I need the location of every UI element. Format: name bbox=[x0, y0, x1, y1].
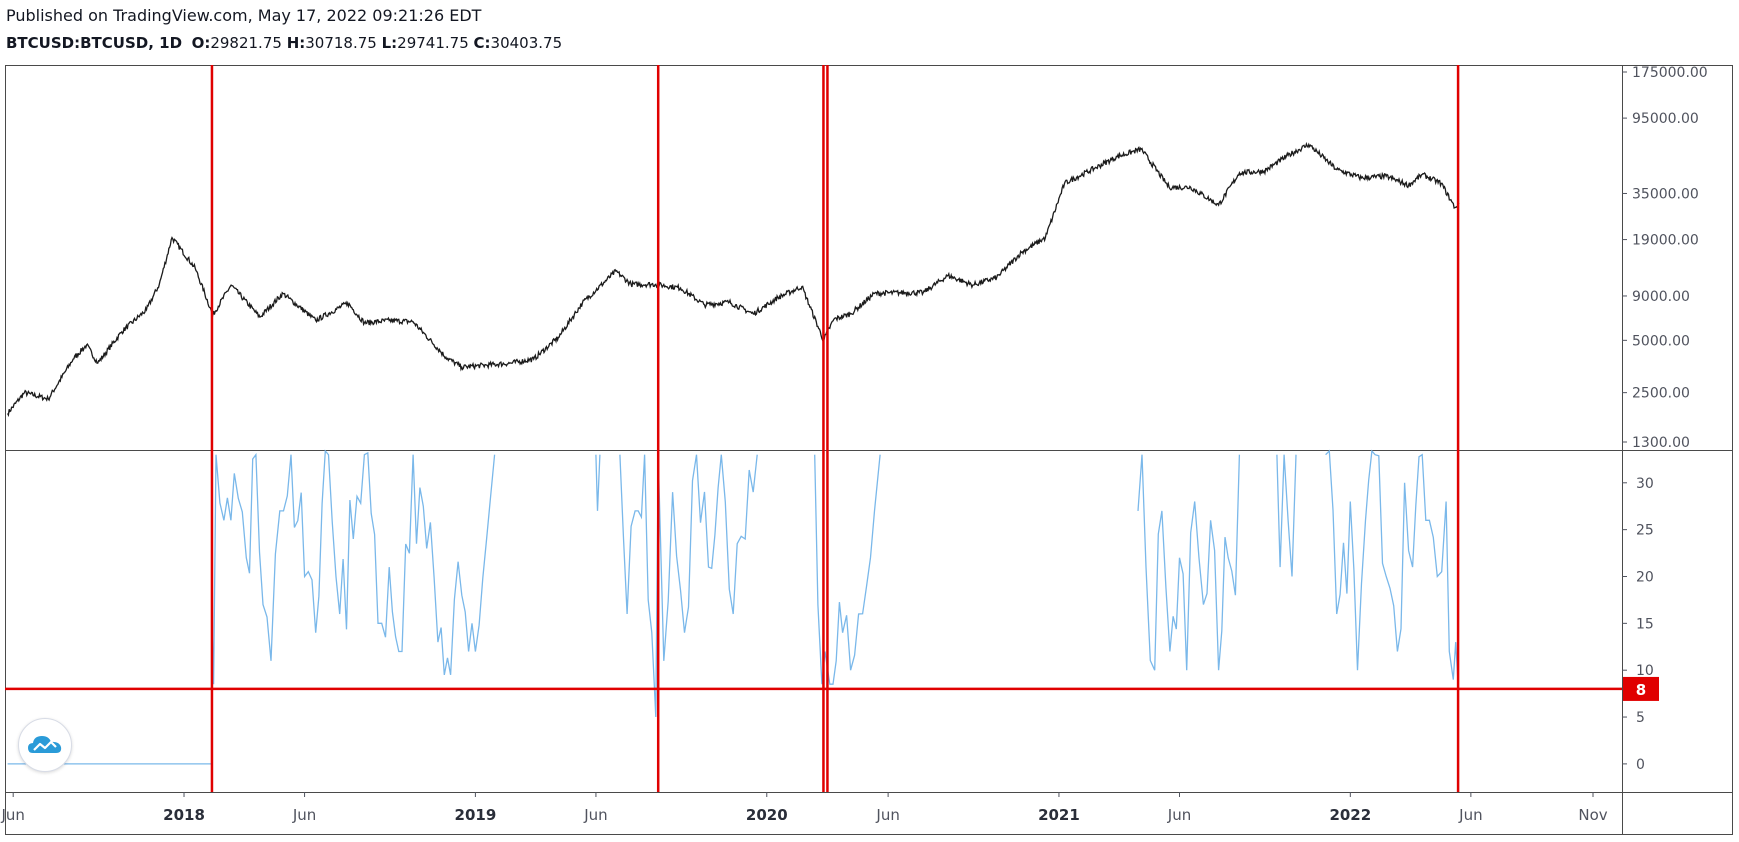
open-value: 29821.75 bbox=[210, 34, 282, 52]
indicator-series-line bbox=[619, 454, 758, 718]
time-axis-label: Jun bbox=[0, 806, 24, 824]
publish-info: Published on TradingView.com, May 17, 20… bbox=[6, 6, 482, 25]
level-badge-label: 8 bbox=[1636, 681, 1646, 699]
price-axis-label: 175000.00 bbox=[1632, 65, 1708, 81]
indicator-series-line bbox=[595, 454, 601, 511]
time-axis-label: Jun bbox=[292, 806, 316, 824]
indicator-axis-label: 5 bbox=[1636, 710, 1645, 726]
high-value: 30718.75 bbox=[305, 34, 377, 52]
price-axis-label: 9000.00 bbox=[1632, 289, 1690, 305]
indicator-series-line bbox=[211, 449, 496, 685]
time-axis-label: Jun bbox=[583, 806, 607, 824]
time-axis-label: Nov bbox=[1578, 806, 1607, 824]
low-label: L: bbox=[381, 34, 398, 52]
level-badge bbox=[1623, 676, 1659, 701]
open-label: O: bbox=[191, 34, 211, 52]
indicator-series-line bbox=[1325, 449, 1459, 685]
low-value: 29741.75 bbox=[397, 34, 469, 52]
indicator-series-line bbox=[1276, 454, 1297, 577]
time-axis-label: 2021 bbox=[1038, 806, 1080, 824]
time-axis-label: Jun bbox=[1167, 806, 1191, 824]
tradingview-cloud-icon bbox=[28, 736, 62, 753]
close-value: 30403.75 bbox=[490, 34, 563, 52]
high-label: H: bbox=[286, 34, 306, 52]
price-axis-label: 35000.00 bbox=[1632, 186, 1699, 202]
indicator-axis-label: 30 bbox=[1636, 476, 1654, 492]
indicator-axis-label: 0 bbox=[1636, 757, 1645, 773]
tradingview-logo[interactable] bbox=[18, 718, 72, 772]
price-axis-label: 5000.00 bbox=[1632, 333, 1690, 349]
indicator-axis-label: 10 bbox=[1636, 663, 1654, 679]
time-axis-label: 2020 bbox=[746, 806, 788, 824]
symbol-label: BTCUSD:BTCUSD, 1D bbox=[6, 34, 183, 52]
price-series-line bbox=[7, 141, 1460, 418]
price-axis-label: 95000.00 bbox=[1632, 111, 1699, 127]
time-axis-label: Jun bbox=[1458, 806, 1482, 824]
ohlc-legend: BTCUSD:BTCUSD, 1D O:29821.75 H:30718.75 … bbox=[6, 34, 562, 52]
time-axis-label: 2018 bbox=[163, 806, 205, 824]
price-axis-label: 1300.00 bbox=[1632, 435, 1690, 451]
close-label: C: bbox=[473, 34, 491, 52]
indicator-axis-label: 25 bbox=[1636, 523, 1654, 539]
time-axis-label: 2022 bbox=[1329, 806, 1371, 824]
indicator-series-line bbox=[1137, 454, 1241, 671]
indicator-axis-label: 15 bbox=[1636, 616, 1654, 632]
price-axis-label: 2500.00 bbox=[1632, 386, 1690, 402]
price-axis-label: 19000.00 bbox=[1632, 233, 1699, 249]
time-axis-label: Jun bbox=[875, 806, 899, 824]
time-axis-label: 2019 bbox=[455, 806, 497, 824]
indicator-axis-label: 20 bbox=[1636, 569, 1654, 585]
